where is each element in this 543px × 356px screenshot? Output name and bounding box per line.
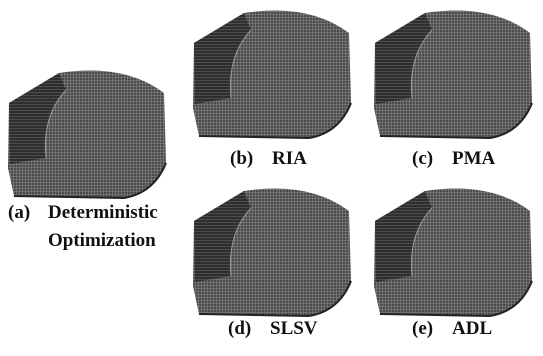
caption-label: (b) bbox=[230, 148, 253, 169]
caption-label: (c) bbox=[412, 148, 433, 169]
caption-label: (e) bbox=[412, 318, 433, 339]
caption-text: RIA bbox=[272, 148, 307, 169]
voxel-shape bbox=[193, 189, 351, 317]
caption-text: Deterministic bbox=[48, 202, 158, 223]
caption-label: (d) bbox=[228, 318, 251, 339]
voxel-shape bbox=[193, 11, 351, 139]
voxel-shape bbox=[374, 11, 532, 139]
figure: (a) Deterministic Optimization (b) RIA (… bbox=[0, 0, 543, 351]
caption-text: SLSV bbox=[270, 318, 318, 339]
caption-label: (a) bbox=[8, 202, 30, 223]
caption-text: Optimization bbox=[48, 230, 156, 251]
voxel-shape bbox=[8, 71, 166, 199]
caption-text: ADL bbox=[452, 318, 492, 339]
voxel-shape bbox=[374, 189, 532, 317]
caption-text: PMA bbox=[452, 148, 496, 169]
